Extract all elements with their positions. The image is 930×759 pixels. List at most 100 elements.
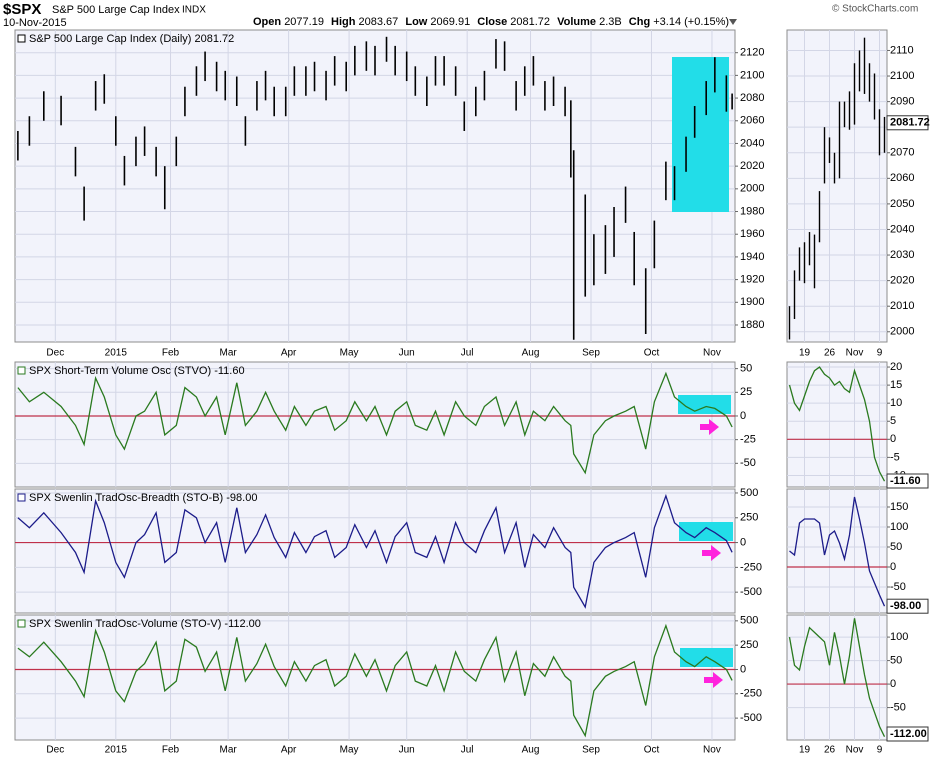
panel-title: S&P 500 Large Cap Index (Daily) 2081.72 [29, 33, 234, 45]
quote-label: Low [405, 16, 427, 28]
x-tick-label: Jun [399, 348, 415, 359]
y-tick-label: 2050 [890, 198, 914, 210]
x-tick-label: Apr [281, 348, 297, 359]
y-tick-label: 2020 [890, 275, 914, 287]
y-tick-label: 2070 [890, 147, 914, 159]
x-tick-label: Mar [220, 745, 238, 756]
y-tick-label: 0 [740, 410, 746, 422]
x-tick-label: Feb [162, 348, 180, 359]
y-tick-label: 25 [740, 386, 752, 398]
quote-label: Chg [629, 16, 650, 28]
y-tick-label: 1880 [740, 319, 764, 331]
y-tick-label: 1940 [740, 251, 764, 263]
symbol: $SPX [3, 1, 41, 18]
x-tick-label: 19 [799, 745, 811, 756]
y-tick-label: 5 [890, 415, 896, 427]
exchange: INDX [182, 5, 206, 16]
y-tick-label: -50 [740, 457, 756, 469]
y-tick-label: 2040 [740, 137, 764, 149]
last-value-label: -112.00 [890, 728, 927, 740]
x-tick-label: Jul [461, 745, 474, 756]
y-tick-label: 2100 [890, 70, 914, 82]
x-tick-label: Sep [582, 745, 600, 756]
x-tick-label: Dec [46, 745, 64, 756]
y-tick-label: 0 [890, 433, 896, 445]
panel-frame [786, 614, 888, 741]
y-tick-label: -500 [740, 586, 762, 598]
y-tick-label: 0 [890, 678, 896, 690]
y-tick-label: -250 [740, 561, 762, 573]
panel-title: SPX Swenlin TradOsc-Breadth (STO-B) -98.… [29, 492, 257, 504]
y-tick-label: 2100 [740, 69, 764, 81]
y-tick-label: 50 [890, 541, 902, 553]
x-tick-label: Oct [644, 348, 660, 359]
x-tick-label: 26 [824, 745, 836, 756]
x-tick-label: 2015 [105, 348, 128, 359]
date: 10-Nov-2015 [3, 17, 67, 29]
y-tick-label: 2040 [890, 223, 914, 235]
panel-frame [14, 29, 736, 343]
indicator-line [789, 496, 886, 607]
last-value-label: -98.00 [890, 600, 921, 612]
quote-label: Open [253, 16, 281, 28]
y-tick-label: 250 [740, 639, 758, 651]
panel-frame [14, 361, 736, 488]
quote-value: +3.14 (+0.15%) [653, 16, 729, 28]
change-arrow [729, 19, 737, 25]
y-tick-label: 2000 [740, 183, 764, 195]
legend-swatch [17, 34, 26, 43]
x-tick-label: Feb [162, 745, 180, 756]
x-tick-label: Mar [220, 348, 238, 359]
quote-value: 2083.67 [359, 16, 399, 28]
credit: © StockCharts.com [832, 4, 918, 15]
y-tick-label: 2120 [740, 47, 764, 59]
x-tick-label: 9 [877, 348, 883, 359]
quote-label: Volume [557, 16, 596, 28]
y-tick-label: 2080 [740, 92, 764, 104]
indicator-line [17, 493, 733, 609]
y-tick-label: 10 [890, 397, 902, 409]
y-tick-label: 100 [890, 521, 908, 533]
x-tick-label: Nov [846, 745, 864, 756]
panel-frame [786, 361, 888, 488]
last-value-box [886, 598, 929, 614]
x-tick-label: Oct [644, 745, 660, 756]
indicator-line [788, 618, 886, 737]
y-tick-label: -500 [740, 712, 762, 724]
y-tick-label: 0 [740, 663, 746, 675]
quote: Open 2077.19 High 2083.67 Low 2069.91 Cl… [253, 16, 729, 28]
last-value-label: 2081.72 [890, 117, 930, 129]
x-tick-label: 26 [824, 348, 836, 359]
y-tick-label: 2010 [890, 300, 914, 312]
y-tick-label: 100 [890, 631, 908, 643]
legend-swatch [17, 619, 26, 628]
quote-value: 2069.91 [430, 16, 470, 28]
y-tick-label: 500 [740, 487, 758, 499]
indicator-line [17, 371, 733, 475]
y-tick-label: -5 [890, 451, 900, 463]
x-tick-label: Jul [461, 348, 474, 359]
arrow [704, 672, 723, 688]
panel-frame [14, 614, 736, 741]
y-tick-label: 1920 [740, 274, 764, 286]
y-tick-label: 1980 [740, 205, 764, 217]
quote-value: 2.3B [599, 16, 622, 28]
x-tick-label: 19 [799, 348, 811, 359]
y-tick-label: 0 [740, 536, 746, 548]
x-tick-label: May [340, 348, 359, 359]
y-tick-label: -25 [740, 434, 756, 446]
y-tick-label: 2060 [740, 115, 764, 127]
highlight-box [678, 395, 731, 414]
y-tick-label: 50 [740, 363, 752, 375]
quote-label: High [331, 16, 356, 28]
last-value-box [886, 115, 929, 131]
legend-swatch [17, 366, 26, 375]
last-value-label: -11.60 [890, 475, 921, 487]
quote-value: 2077.19 [284, 16, 324, 28]
y-tick-label: 500 [740, 615, 758, 627]
y-tick-label: -250 [740, 688, 762, 700]
legend-swatch [17, 493, 26, 502]
y-tick-label: 2110 [890, 44, 914, 56]
y-tick-label: 250 [740, 512, 758, 524]
